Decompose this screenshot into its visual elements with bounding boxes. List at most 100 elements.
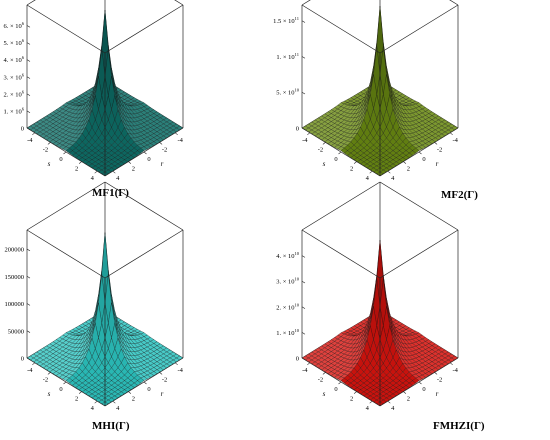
s-tick-label: -4 bbox=[302, 367, 308, 374]
r-tick bbox=[112, 400, 116, 404]
s-tick bbox=[307, 132, 310, 136]
surface-plot-mf1-svg: 0 1. × 106 2. × 106 3. × 106 4. × 106 5. × 10… bbox=[3, 0, 184, 182]
r-tick-label: 0 bbox=[422, 156, 425, 163]
s-tick-label: -2 bbox=[43, 146, 48, 153]
s-tick bbox=[322, 372, 326, 375]
box-edge bbox=[379, 4, 459, 54]
s-tick-label: 2 bbox=[350, 166, 353, 173]
r-tick-label: -4 bbox=[177, 137, 183, 144]
s-tick bbox=[94, 170, 98, 174]
r-tick bbox=[128, 161, 132, 164]
s-axis-label: s bbox=[48, 390, 51, 398]
s-tick bbox=[338, 151, 342, 155]
s-axis: -4 -2 0 2 4 s bbox=[27, 132, 98, 182]
z-tick-label: 1.5 × 1011 bbox=[273, 16, 299, 25]
z-tick bbox=[301, 56, 306, 59]
s-tick bbox=[369, 400, 373, 404]
z-tick bbox=[26, 25, 31, 28]
z-tick-exponent: 6 bbox=[22, 72, 25, 77]
z-axis: 0 5. × 1010 1. × 1011 1.5 × 1011 bbox=[273, 16, 306, 133]
box-edge bbox=[104, 229, 184, 279]
s-axis-label: s bbox=[48, 160, 51, 168]
surface-mesh bbox=[26, 232, 184, 407]
z-tick-label: 6. × 106 bbox=[3, 21, 24, 30]
box-edge bbox=[449, 0, 459, 6]
surface-mesh bbox=[301, 240, 459, 407]
box-edge bbox=[301, 181, 381, 231]
z-tick-exponent: 6 bbox=[22, 89, 25, 94]
z-tick-label: 100000 bbox=[5, 301, 25, 308]
z-tick-label: 1. × 1011 bbox=[276, 52, 299, 61]
r-tick-label: 4 bbox=[391, 175, 395, 182]
s-axis: -4 -2 0 2 4 s bbox=[27, 362, 98, 412]
z-tick-label: 4. × 1010 bbox=[276, 251, 300, 260]
box-edge bbox=[104, 181, 184, 231]
s-tick bbox=[47, 142, 51, 145]
r-tick bbox=[159, 372, 163, 375]
s-tick-label: 2 bbox=[75, 396, 78, 403]
z-tick-label: 50000 bbox=[8, 328, 24, 335]
s-tick-label: 0 bbox=[334, 386, 337, 393]
z-tick-label: 4. × 106 bbox=[3, 55, 24, 64]
s-tick bbox=[307, 362, 310, 366]
z-tick bbox=[26, 42, 31, 45]
r-tick bbox=[143, 381, 147, 385]
box-edge bbox=[26, 229, 106, 279]
box-edge bbox=[174, 0, 184, 6]
s-tick-label: -2 bbox=[43, 376, 48, 383]
r-tick-label: 0 bbox=[147, 156, 150, 163]
r-tick-label: -4 bbox=[452, 137, 458, 144]
z-tick-exponent: 11 bbox=[295, 16, 299, 21]
z-tick-label: 0 bbox=[21, 126, 24, 133]
r-tick-label: -2 bbox=[162, 146, 167, 153]
s-axis-label: s bbox=[323, 390, 326, 398]
bounding-box-front bbox=[301, 181, 459, 407]
r-tick bbox=[128, 391, 132, 394]
r-tick-label: 4 bbox=[116, 405, 120, 412]
s-tick bbox=[369, 170, 373, 174]
r-tick bbox=[450, 362, 453, 366]
s-tick-label: 4 bbox=[91, 175, 95, 182]
r-axis: -4 -2 0 2 4 r bbox=[112, 362, 184, 412]
s-tick-label: 0 bbox=[59, 386, 62, 393]
r-tick-label: 2 bbox=[132, 166, 135, 173]
surface-mesh bbox=[301, 6, 459, 177]
surface-plot-mf2: 0 5. × 1010 1. × 1011 1.5 × 1011 -4 -2 0 2 4 s -4-… bbox=[273, 0, 550, 185]
box-edge bbox=[26, 4, 106, 54]
z-tick-exponent: 6 bbox=[22, 21, 25, 26]
r-tick-label: -2 bbox=[437, 146, 442, 153]
s-tick-label: -4 bbox=[27, 137, 33, 144]
s-tick bbox=[47, 372, 51, 375]
s-tick-label: 0 bbox=[59, 156, 62, 163]
z-tick-exponent: 6 bbox=[22, 55, 25, 60]
z-tick-exponent: 10 bbox=[295, 251, 300, 256]
s-tick bbox=[63, 381, 67, 385]
z-tick bbox=[301, 280, 306, 284]
s-tick bbox=[322, 142, 326, 145]
z-tick-label: 3. × 1010 bbox=[276, 277, 300, 286]
z-tick-exponent: 6 bbox=[22, 106, 25, 111]
z-tick-label: 3. × 106 bbox=[3, 72, 24, 81]
z-tick-exponent: 10 bbox=[295, 328, 300, 333]
z-tick bbox=[26, 76, 31, 79]
z-tick-exponent: 10 bbox=[295, 277, 300, 282]
r-tick bbox=[403, 161, 407, 164]
box-edge bbox=[26, 181, 106, 231]
r-tick-label: 4 bbox=[116, 175, 120, 182]
r-tick-label: -4 bbox=[177, 367, 183, 374]
s-tick-label: 0 bbox=[334, 156, 337, 163]
z-tick-label: 0 bbox=[296, 126, 299, 133]
s-tick-label: 4 bbox=[91, 405, 95, 412]
caption-mhi: MHI(Γ) bbox=[92, 420, 130, 432]
s-axis-label: s bbox=[323, 160, 326, 168]
s-tick-label: 2 bbox=[75, 166, 78, 173]
r-tick bbox=[418, 151, 422, 155]
box-edge bbox=[301, 0, 311, 6]
caption-mf1: MF1(Γ) bbox=[92, 187, 129, 199]
z-tick-label: 0 bbox=[21, 356, 24, 363]
r-tick bbox=[175, 362, 178, 366]
z-tick-label: 5. × 106 bbox=[3, 38, 24, 47]
s-tick-label: -4 bbox=[27, 367, 33, 374]
